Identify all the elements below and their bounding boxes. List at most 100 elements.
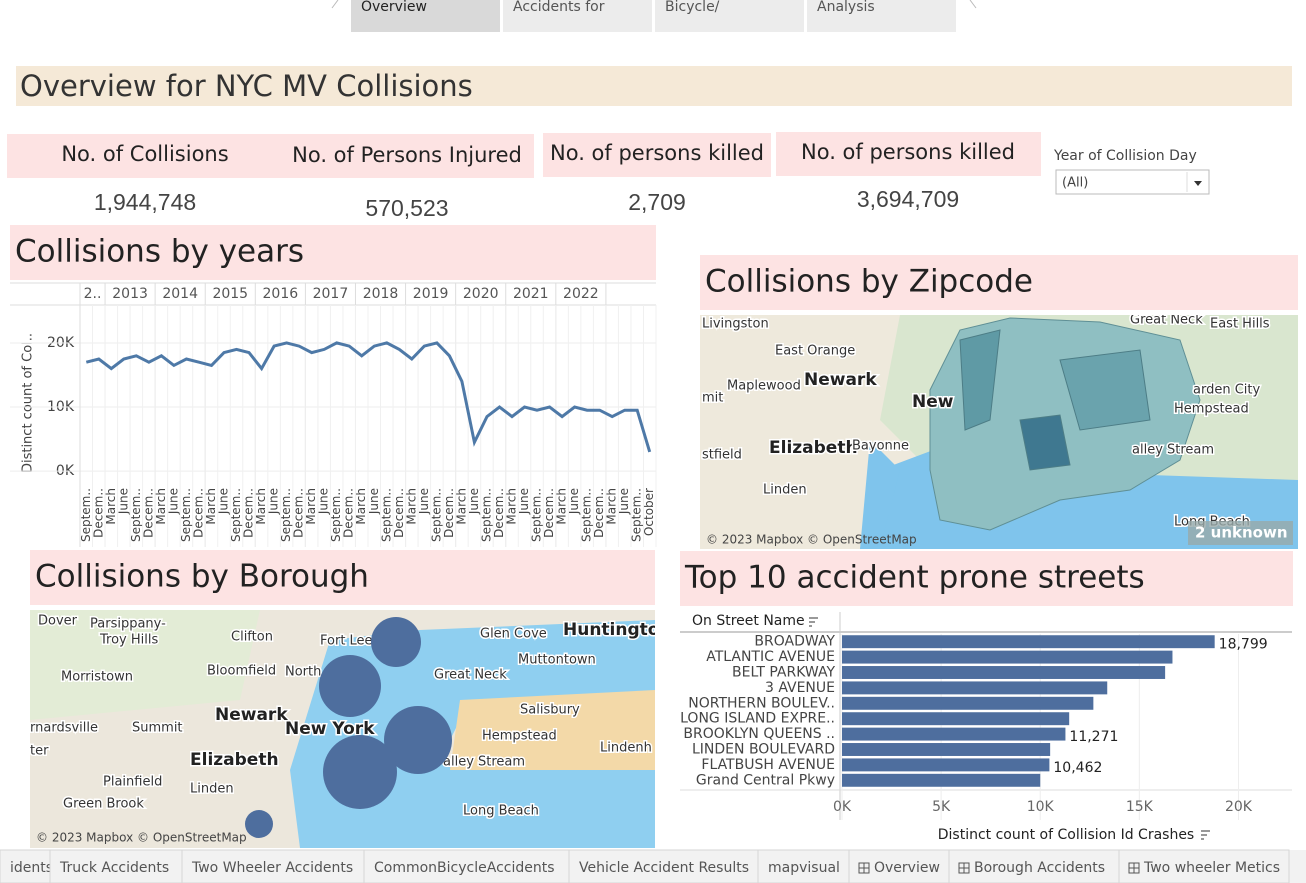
map-place: Linden <box>190 782 234 797</box>
x-tick-label: March <box>454 488 468 525</box>
unknown-label[interactable]: 2 unknown <box>1195 524 1288 542</box>
x-tick-label: Septem.. <box>229 488 243 542</box>
x-tick-label: Septem.. <box>580 488 594 542</box>
month-labels: Septem..Decem..MarchJuneSeptem..Decem..M… <box>79 488 656 542</box>
dashboard-icon[interactable] <box>958 862 970 874</box>
data-line[interactable] <box>85 341 652 453</box>
bar[interactable] <box>842 681 1108 695</box>
year-label: 2018 <box>363 286 399 302</box>
x-tick-label: Septem.. <box>630 488 644 542</box>
unknown-badge[interactable] <box>1188 521 1293 545</box>
sort-icon[interactable] <box>809 617 818 627</box>
filter-value[interactable]: (All) <box>1062 176 1088 191</box>
kpi-value: 2,709 <box>628 189 686 215</box>
kpi-label: No. of Collisions <box>61 142 228 166</box>
borough-bubble[interactable] <box>323 735 397 809</box>
dashboard-icon[interactable] <box>1128 862 1140 874</box>
x-tick-label: Septem.. <box>179 488 193 542</box>
category-label: Grand Central Pkwy <box>696 772 835 788</box>
section-bg <box>10 225 656 280</box>
tab-label[interactable]: Two Wheeler Accidents <box>191 860 353 876</box>
tab[interactable] <box>655 0 804 32</box>
x-tick-label: Decem.. <box>442 488 456 538</box>
tab-label[interactable]: Vehicle Accident Results <box>579 860 749 876</box>
map-water <box>860 440 900 549</box>
tab-label[interactable]: mapvisual <box>768 860 840 876</box>
x-tick-label: March <box>555 488 569 525</box>
tab[interactable] <box>848 849 950 883</box>
map-place: Fort Lee <box>320 634 373 649</box>
dropdown-arrow[interactable] <box>1194 181 1202 186</box>
bar[interactable] <box>842 712 1070 726</box>
map-place: Parsippany- <box>90 617 166 632</box>
x-tick-label: 0K <box>833 799 852 815</box>
tab[interactable] <box>807 0 956 32</box>
x-tick-label: June <box>116 488 130 515</box>
tab[interactable] <box>181 849 365 883</box>
map-place: East Orange <box>775 344 855 359</box>
filter-dropdown[interactable] <box>1055 169 1210 195</box>
x-tick-label: 10K <box>1027 799 1055 815</box>
bar[interactable] <box>842 635 1215 649</box>
bar[interactable] <box>842 650 1173 664</box>
bar[interactable] <box>842 696 1094 710</box>
scroll-arrow[interactable] <box>331 0 339 9</box>
x-tick-label: Decem.. <box>492 488 506 538</box>
top-tabs: Overview Accidents for Bicycle/Analysis <box>331 0 977 32</box>
bar[interactable] <box>842 727 1066 741</box>
tab[interactable] <box>0 849 51 883</box>
borough-bubble[interactable] <box>384 706 452 774</box>
bar[interactable] <box>842 758 1050 772</box>
year-label: 2020 <box>463 286 499 302</box>
bar[interactable] <box>842 773 1041 787</box>
tab-label[interactable]: Truck Accidents <box>59 860 169 876</box>
bar[interactable] <box>842 666 1166 679</box>
zip-area[interactable] <box>959 329 1001 431</box>
map-place: Elizabeth <box>190 750 279 770</box>
map-place: Green Brook <box>63 797 144 812</box>
map-place: Maplewood <box>727 379 801 394</box>
bar[interactable] <box>842 743 1051 756</box>
tab-label[interactable]: Bicycle/ <box>665 0 720 15</box>
borough-bubble[interactable] <box>371 617 421 667</box>
category-label: BROOKLYN QUEENS .. <box>683 726 835 742</box>
zip-map[interactable]: Livingston East Orange Great Neck East Hill… <box>700 313 1298 550</box>
tab[interactable] <box>49 849 183 883</box>
tab[interactable] <box>503 0 652 32</box>
map-place: Lindenh <box>600 741 652 756</box>
x-tick-label: March <box>505 488 519 525</box>
map-place: Hempstead <box>1174 402 1249 417</box>
tab-label[interactable]: Analysis <box>817 0 875 15</box>
category-label: BROADWAY <box>754 634 835 650</box>
tab-label[interactable]: idents <box>10 860 53 876</box>
map-place: ter <box>30 744 49 759</box>
map-place: stfield <box>702 448 742 463</box>
map-place: East Hills <box>1210 317 1270 332</box>
x-tick-label: Decem.. <box>342 488 356 538</box>
tab[interactable] <box>1118 849 1290 883</box>
category-label: NORTHERN BOULEV.. <box>688 695 835 711</box>
zip-area[interactable] <box>1059 349 1151 431</box>
borough-bubble[interactable] <box>245 810 273 838</box>
zip-area[interactable] <box>1019 414 1071 471</box>
borough-bubble[interactable] <box>319 655 381 717</box>
tab[interactable] <box>351 0 500 32</box>
borough-map[interactable]: Dover Parsippany-Troy Hills Clifton Fort Le… <box>30 610 672 848</box>
tab-label[interactable]: CommonBicycleAccidents <box>374 860 555 876</box>
map-place: rnardsville <box>30 721 98 736</box>
value-label: 18,799 <box>1219 637 1268 653</box>
map-place: Livingston <box>702 317 769 332</box>
section-bg <box>30 550 655 605</box>
tab-label[interactable]: Two wheeler Metics <box>1143 860 1280 876</box>
map-place: Plainfield <box>103 775 162 790</box>
tab-label[interactable]: Accidents for <box>513 0 605 15</box>
tab-label[interactable]: Overview <box>874 860 940 876</box>
map-attribution: © 2023 Mapbox © OpenStreetMap <box>706 533 917 547</box>
scroll-arrow[interactable] <box>969 0 977 9</box>
tab-label[interactable]: Overview <box>361 0 427 15</box>
dashboard-icon[interactable] <box>858 862 870 874</box>
kpi-bg <box>282 134 534 178</box>
tab-label[interactable]: Borough Accidents <box>974 860 1105 876</box>
sort-icon[interactable] <box>1201 830 1210 840</box>
section-bg <box>680 551 1293 606</box>
